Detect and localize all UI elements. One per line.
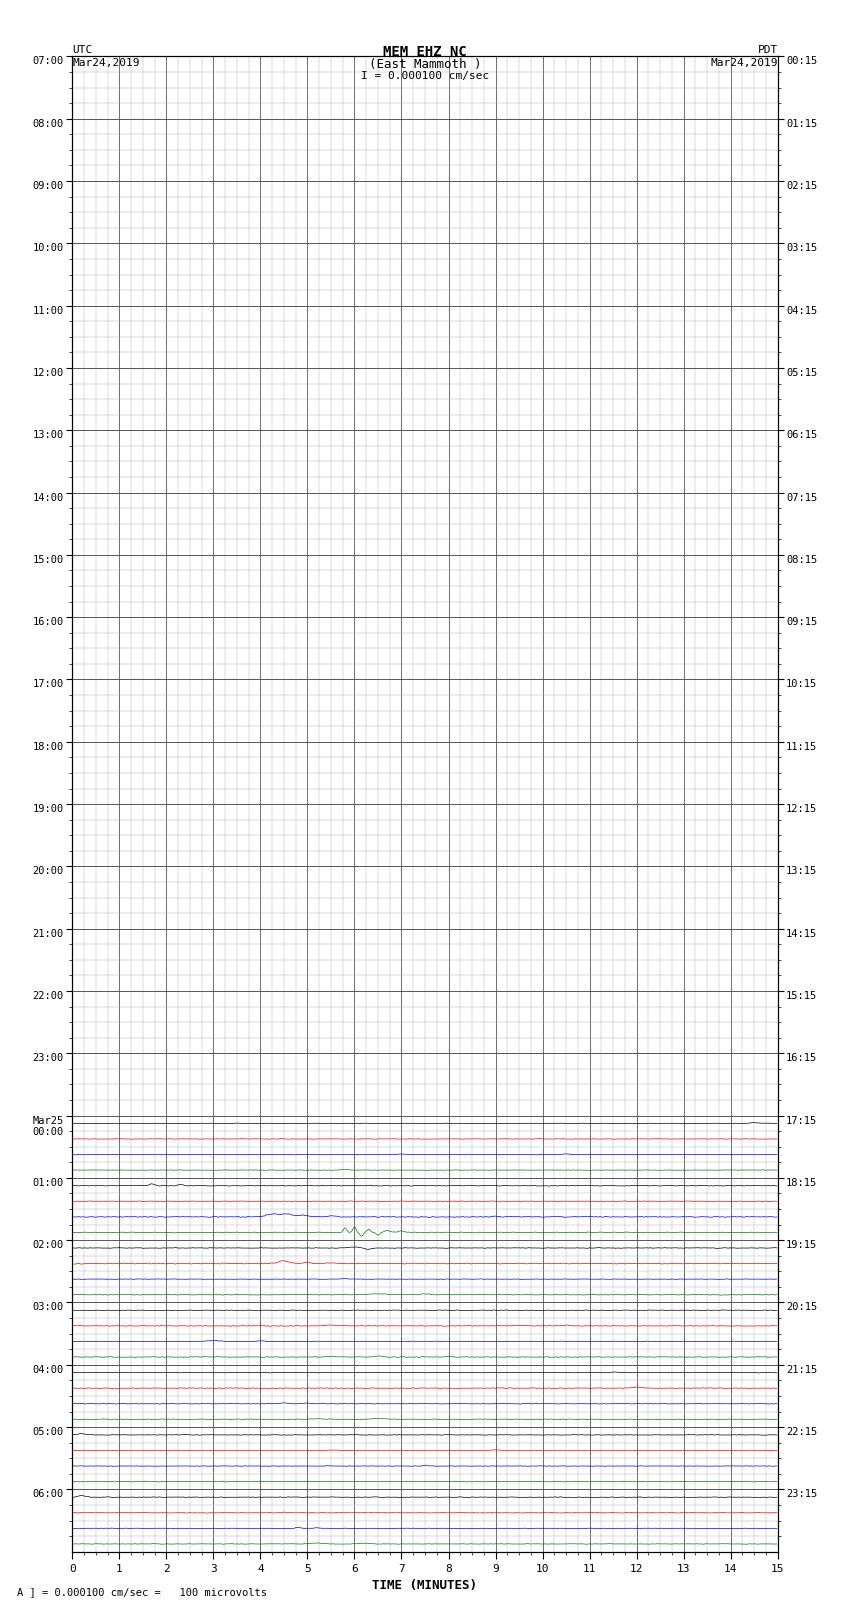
Text: MEM EHZ NC: MEM EHZ NC: [383, 45, 467, 60]
Text: Mar24,2019: Mar24,2019: [72, 58, 139, 68]
Text: A ] = 0.000100 cm/sec =   100 microvolts: A ] = 0.000100 cm/sec = 100 microvolts: [17, 1587, 267, 1597]
Text: (East Mammoth ): (East Mammoth ): [369, 58, 481, 71]
Text: PDT: PDT: [757, 45, 778, 55]
Text: UTC: UTC: [72, 45, 93, 55]
Text: Mar24,2019: Mar24,2019: [711, 58, 778, 68]
X-axis label: TIME (MINUTES): TIME (MINUTES): [372, 1579, 478, 1592]
Text: I = 0.000100 cm/sec: I = 0.000100 cm/sec: [361, 71, 489, 81]
